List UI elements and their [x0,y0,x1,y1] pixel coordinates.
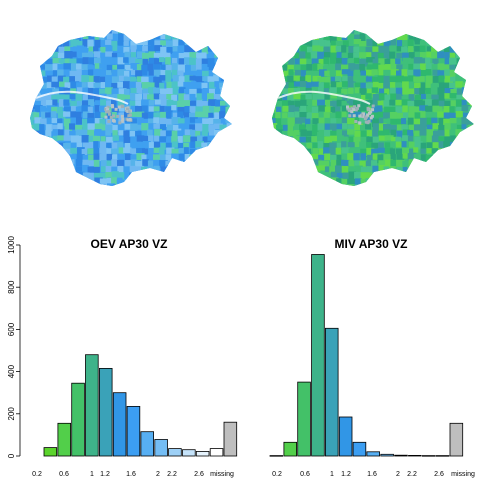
bar-7 [352,441,367,457]
x-tick-label: 1 [330,471,334,478]
bar-3 [71,382,85,457]
x-tick-label: 0.6 [300,471,310,478]
bar-11 [182,449,196,457]
bar-12 [421,455,436,457]
x-tick-label: 2 [396,471,400,478]
y-tick-label: 600 [7,322,16,336]
x-tick-label: 1 [90,471,94,478]
bar-5 [324,327,339,457]
bar-8 [366,451,380,457]
y-tick-label: 1000 [7,236,16,254]
x-tick-label: 1.6 [367,471,377,478]
bar-6 [338,416,353,457]
miv-chart-title: MIV AP30 VZ [335,237,408,251]
bar-11 [408,454,422,457]
bar-9 [380,453,394,457]
oev-histogram: OEV AP30 VZ 0.2 0.6 1 1.2 1.6 2 2.2 2.6 missing 0… [7,236,238,478]
bar-7 [126,405,141,457]
x-tick-label: missing [210,471,234,478]
bar-14 [449,422,464,457]
x-tick-label: 2.6 [194,471,204,478]
bar-13 [435,455,450,457]
bar-1 [269,455,284,457]
bar-5 [99,367,113,457]
x-tick-label: 2.2 [167,471,177,478]
y-tick-label: 800 [7,280,16,294]
bar-2 [57,422,72,457]
x-tick-label: 0.6 [59,471,69,478]
x-tick-label: 0.2 [32,471,42,478]
oev-chart-title: OEV AP30 VZ [91,237,168,251]
x-tick-label: 1.2 [341,471,351,478]
bar-14 [223,421,238,457]
x-tick-label: 1.6 [126,471,136,478]
bar-6 [112,392,127,457]
y-tick-label: 200 [7,407,16,421]
bar-13 [209,448,224,457]
x-tick-label: 2 [156,471,160,478]
bar-9 [154,439,168,457]
bar-8 [140,431,154,457]
bar-4 [311,254,325,457]
bar-3 [297,381,311,457]
bar-1 [43,447,58,457]
x-tick-label: 0.2 [272,471,282,478]
bar-10 [394,454,408,457]
miv-histogram: MIV AP30 VZ 0.2 0.6 1 1.2 1.6 2 2.2 2.6 missing [269,237,475,478]
x-tick-label: missing [451,471,475,478]
y-tick-label: 400 [7,364,16,378]
y-tick-label: 0 [7,453,16,458]
bar-4 [85,354,99,457]
bar-2 [283,441,297,457]
x-tick-label: 2.2 [407,471,417,478]
x-tick-label: 2.6 [434,471,444,478]
x-tick-label: 1.2 [100,471,110,478]
miv-map [272,30,474,186]
oev-map [30,30,232,186]
bar-12 [195,450,210,457]
bar-10 [168,448,182,457]
